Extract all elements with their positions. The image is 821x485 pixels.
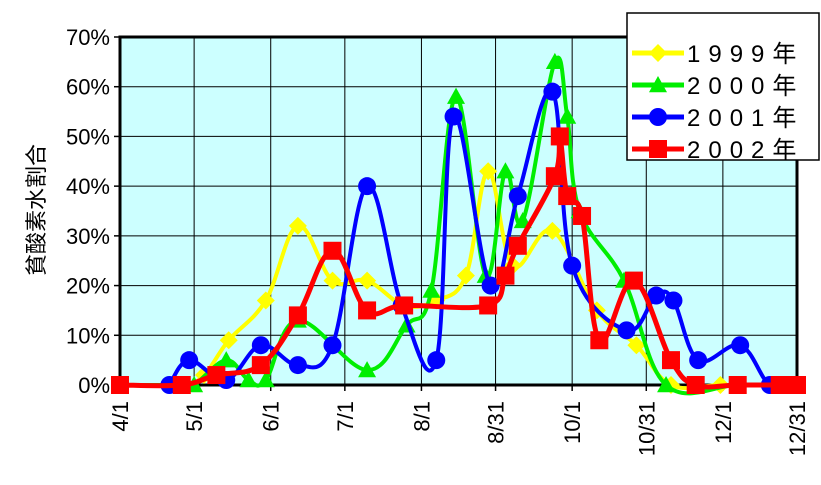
legend-marker bbox=[649, 76, 667, 93]
data-point bbox=[545, 52, 564, 70]
legend-label: 2001年 bbox=[687, 105, 804, 132]
data-point bbox=[358, 301, 377, 320]
data-point bbox=[550, 127, 569, 146]
data-point bbox=[558, 107, 577, 124]
data-point bbox=[686, 376, 705, 394]
data-point bbox=[496, 266, 515, 285]
data-point bbox=[657, 376, 676, 393]
y-tick-label: 20% bbox=[66, 274, 110, 299]
x-tick-label: 8/31 bbox=[484, 401, 509, 444]
data-point bbox=[219, 331, 238, 350]
legend-marker bbox=[649, 44, 667, 62]
data-point bbox=[661, 351, 680, 370]
data-point bbox=[543, 221, 562, 240]
data-point bbox=[479, 296, 498, 315]
data-point bbox=[543, 82, 562, 101]
series-layer bbox=[111, 52, 806, 396]
data-point bbox=[323, 271, 342, 290]
x-tick-label: 12/31 bbox=[785, 401, 810, 456]
data-point bbox=[422, 281, 441, 298]
data-point bbox=[563, 256, 582, 275]
y-tick-label: 60% bbox=[66, 75, 110, 100]
data-point bbox=[496, 162, 515, 179]
series-3 bbox=[111, 127, 806, 394]
x-axis: 4/1 5/1 6/1 7/1 8/1 8/31 10/1 10/31 12/1 12/31 bbox=[108, 385, 810, 456]
x-tick-label: 8/1 bbox=[409, 401, 434, 432]
y-axis: 0% 10% 20% 30% 40% 50% 60% 70% bbox=[66, 25, 120, 398]
data-point bbox=[256, 371, 275, 388]
data-point bbox=[664, 291, 683, 310]
data-point bbox=[573, 206, 592, 225]
data-point bbox=[624, 271, 643, 290]
data-point bbox=[731, 336, 750, 355]
x-tick-label: 5/1 bbox=[182, 401, 207, 432]
data-point bbox=[251, 336, 270, 355]
data-point bbox=[444, 107, 463, 126]
data-point bbox=[427, 351, 446, 370]
data-point bbox=[479, 162, 498, 181]
data-point bbox=[545, 167, 564, 186]
y-tick-label: 10% bbox=[66, 323, 110, 348]
x-tick-label: 10/1 bbox=[560, 401, 585, 444]
data-point bbox=[180, 351, 199, 370]
series-line bbox=[119, 133, 797, 390]
data-point bbox=[689, 351, 708, 370]
data-point bbox=[239, 371, 258, 388]
y-tick-label: 40% bbox=[66, 174, 110, 199]
data-point bbox=[288, 356, 307, 375]
x-tick-label: 6/1 bbox=[259, 401, 284, 432]
y-axis-label: 貧酸素水割合 bbox=[24, 144, 49, 276]
data-point bbox=[728, 376, 747, 394]
data-point bbox=[788, 376, 806, 394]
data-point bbox=[288, 306, 307, 325]
legend-label: 2002年 bbox=[687, 137, 804, 164]
data-point bbox=[217, 351, 236, 368]
x-tick-label: 7/1 bbox=[333, 401, 358, 432]
data-point bbox=[627, 336, 646, 355]
data-point bbox=[647, 286, 666, 305]
data-point bbox=[256, 291, 275, 310]
y-tick-label: 70% bbox=[66, 25, 110, 50]
x-tick-label: 12/1 bbox=[711, 401, 736, 444]
data-point bbox=[590, 331, 609, 350]
data-point bbox=[111, 376, 129, 394]
data-point bbox=[395, 296, 414, 315]
data-point bbox=[447, 87, 466, 104]
legend-label: 1999年 bbox=[687, 41, 804, 68]
x-tick-label: 4/1 bbox=[108, 401, 133, 432]
plot-border bbox=[118, 35, 799, 387]
y-tick-label: 30% bbox=[66, 224, 110, 249]
data-point bbox=[558, 187, 577, 206]
y-tick-label: 50% bbox=[66, 124, 110, 149]
legend-marker bbox=[649, 140, 667, 158]
data-point bbox=[207, 366, 226, 385]
data-point bbox=[288, 216, 307, 235]
data-point bbox=[323, 336, 342, 355]
legend-label: 2000年 bbox=[687, 73, 804, 100]
series-2 bbox=[160, 82, 806, 394]
data-point bbox=[358, 271, 377, 290]
data-point bbox=[456, 266, 475, 285]
data-point bbox=[358, 361, 377, 378]
data-point bbox=[770, 376, 789, 394]
data-point bbox=[508, 236, 527, 255]
legend-marker bbox=[649, 108, 667, 126]
legend: 1999年 2000年 2001年 2002年 bbox=[626, 12, 820, 164]
y-tick-label: 0% bbox=[78, 373, 110, 398]
data-point bbox=[481, 276, 500, 295]
data-point bbox=[358, 177, 377, 196]
data-point bbox=[323, 241, 342, 260]
data-point bbox=[251, 356, 270, 375]
data-point bbox=[508, 187, 527, 206]
data-point bbox=[172, 376, 191, 394]
data-point bbox=[617, 321, 636, 340]
x-tick-label: 10/31 bbox=[634, 401, 659, 456]
